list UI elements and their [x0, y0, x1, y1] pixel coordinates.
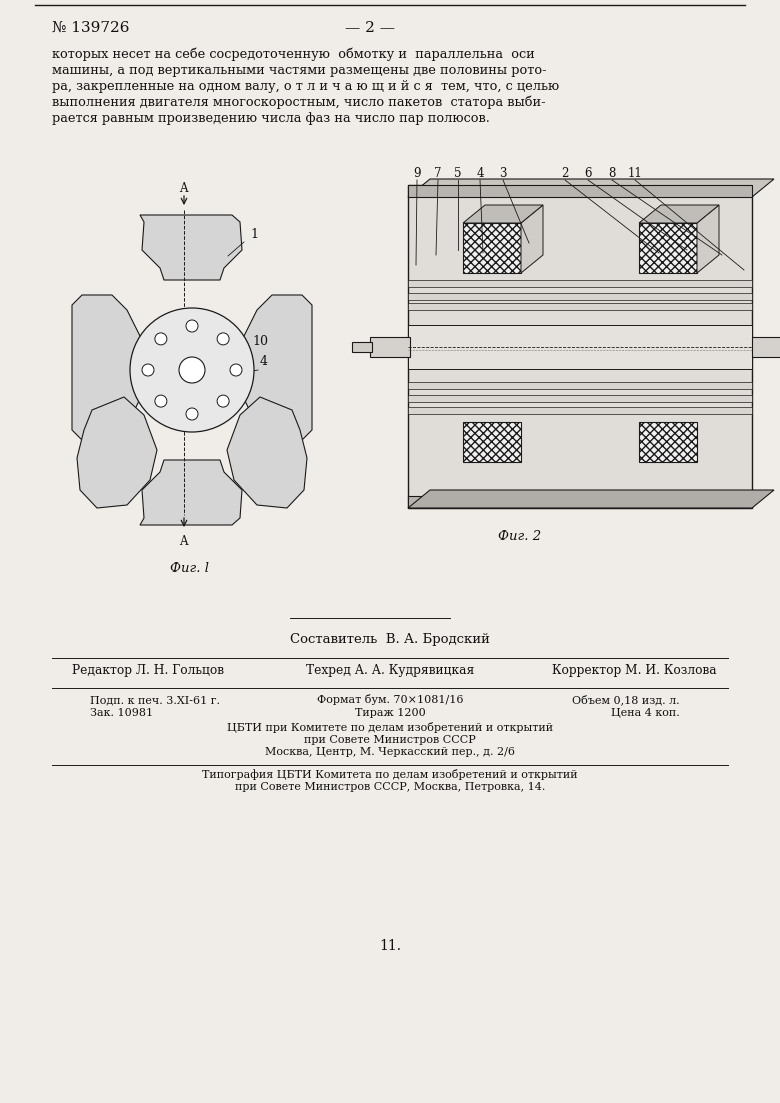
Text: 4: 4: [260, 355, 268, 368]
Text: Техред А. А. Кудрявицкая: Техред А. А. Кудрявицкая: [306, 664, 474, 677]
Polygon shape: [140, 215, 242, 280]
Bar: [408, 303, 752, 310]
Bar: [408, 185, 752, 197]
Text: 4: 4: [477, 167, 484, 180]
Circle shape: [186, 320, 198, 332]
Text: Фиг. 2: Фиг. 2: [498, 531, 541, 543]
Text: Объем 0,18 изд. л.: Объем 0,18 изд. л.: [573, 694, 680, 705]
Polygon shape: [639, 205, 719, 223]
Circle shape: [186, 408, 198, 420]
Text: 3: 3: [499, 167, 507, 180]
Bar: [463, 223, 521, 274]
Text: A: A: [179, 182, 187, 195]
Polygon shape: [697, 205, 719, 274]
Circle shape: [130, 308, 254, 432]
Bar: [408, 280, 752, 287]
Text: A: A: [179, 535, 187, 548]
Text: 1: 1: [250, 228, 258, 240]
Text: № 139726: № 139726: [52, 21, 129, 35]
Text: 7: 7: [434, 167, 441, 180]
Polygon shape: [521, 205, 543, 274]
Text: Фиг. l: Фиг. l: [170, 563, 209, 575]
Bar: [408, 324, 752, 368]
Polygon shape: [227, 397, 307, 508]
Polygon shape: [72, 295, 142, 440]
Text: ЦБТИ при Комитете по делам изобретений и открытий: ЦБТИ при Комитете по делам изобретений и…: [227, 722, 553, 733]
Text: Формат бум. 70×1081/16: Формат бум. 70×1081/16: [317, 694, 463, 705]
Text: рается равным произведению числа фаз на число пар полюсов.: рается равным произведению числа фаз на …: [52, 113, 490, 125]
Circle shape: [217, 395, 229, 407]
Text: 8: 8: [608, 167, 615, 180]
Bar: [408, 382, 752, 388]
Bar: [408, 496, 752, 508]
Text: — 2 —: — 2 —: [345, 21, 395, 35]
Bar: [370, 336, 410, 356]
Text: 6: 6: [584, 167, 592, 180]
Polygon shape: [242, 295, 312, 440]
Circle shape: [179, 357, 205, 383]
Bar: [408, 293, 752, 300]
Bar: [408, 395, 752, 401]
Text: 11: 11: [628, 167, 643, 180]
Polygon shape: [140, 460, 242, 525]
Bar: [639, 421, 697, 461]
Text: 9: 9: [413, 167, 420, 180]
Text: Москва, Центр, М. Черкасский пер., д. 2/6: Москва, Центр, М. Черкасский пер., д. 2/…: [265, 747, 515, 757]
Bar: [463, 421, 521, 461]
Bar: [639, 223, 697, 274]
Circle shape: [155, 333, 167, 345]
Bar: [408, 185, 752, 508]
Polygon shape: [463, 205, 543, 223]
Circle shape: [217, 333, 229, 345]
Text: при Совете Министров СССР, Москва, Петровка, 14.: при Совете Министров СССР, Москва, Петро…: [235, 782, 545, 792]
Text: 11.: 11.: [379, 939, 401, 953]
Text: 5: 5: [454, 167, 462, 180]
Text: 2: 2: [562, 167, 569, 180]
Text: которых несет на себе сосредоточенную  обмотку и  параллельна  оси: которых несет на себе сосредоточенную об…: [52, 47, 535, 61]
Text: 10: 10: [252, 335, 268, 349]
Circle shape: [142, 364, 154, 376]
Text: ра, закрепленные на одном валу, о т л и ч а ю щ и й с я  тем, что, с целью: ра, закрепленные на одном валу, о т л и …: [52, 81, 559, 93]
Polygon shape: [408, 179, 774, 197]
Text: Подп. к печ. 3.XI-61 г.: Подп. к печ. 3.XI-61 г.: [90, 695, 220, 705]
Text: при Совете Министров СССР: при Совете Министров СССР: [304, 735, 476, 745]
Text: Зак. 10981: Зак. 10981: [90, 708, 153, 718]
Bar: [408, 407, 752, 414]
Text: Цена 4 коп.: Цена 4 коп.: [612, 708, 680, 718]
Text: выполнения двигателя многоскоростным, число пакетов  статора выби-: выполнения двигателя многоскоростным, чи…: [52, 96, 546, 109]
Text: Корректор М. И. Козлова: Корректор М. И. Козлова: [551, 664, 716, 677]
Text: машины, а под вертикальными частями размещены две половины рото-: машины, а под вертикальными частями разм…: [52, 64, 547, 77]
Bar: [752, 336, 780, 356]
Polygon shape: [77, 397, 157, 508]
Text: Составитель  В. А. Бродский: Составитель В. А. Бродский: [290, 633, 490, 646]
Text: Типография ЦБТИ Комитета по делам изобретений и открытий: Типография ЦБТИ Комитета по делам изобре…: [202, 769, 578, 780]
Circle shape: [230, 364, 242, 376]
Polygon shape: [408, 490, 774, 508]
Text: Редактор Л. Н. Гольцов: Редактор Л. Н. Гольцов: [72, 664, 224, 677]
Bar: [352, 342, 372, 352]
Circle shape: [155, 395, 167, 407]
Text: Тираж 1200: Тираж 1200: [355, 708, 425, 718]
